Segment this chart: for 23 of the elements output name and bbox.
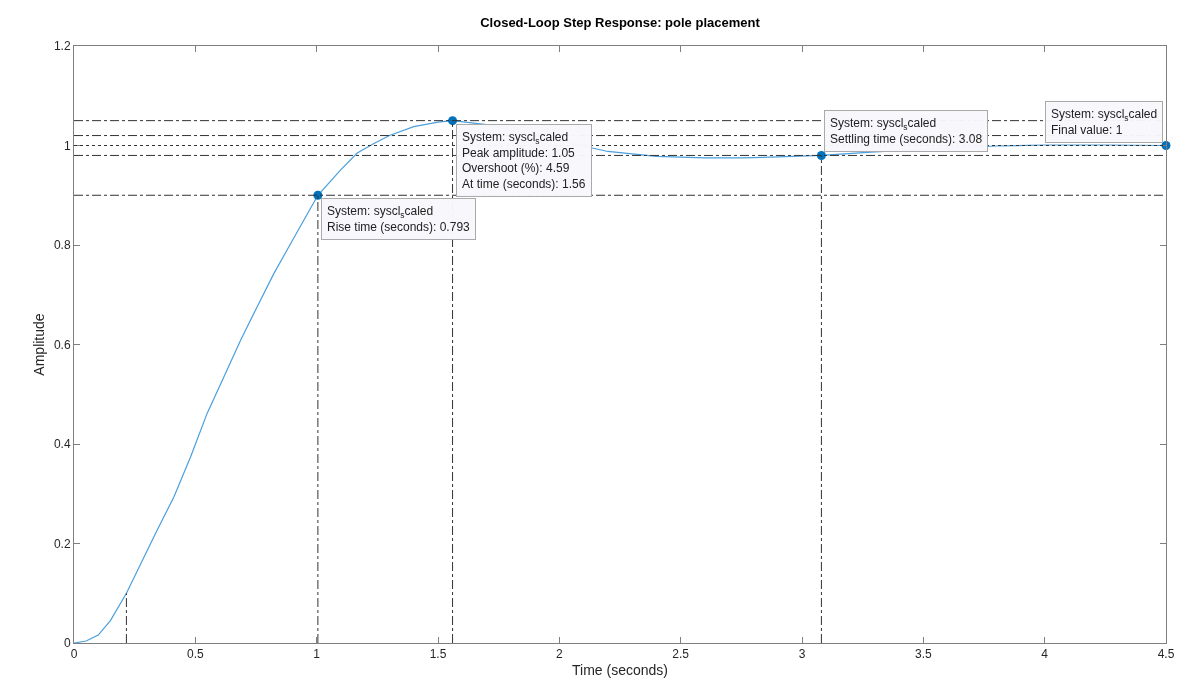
chart-title: Closed-Loop Step Response: pole placement — [480, 14, 761, 30]
annotation: System: syscl$_{s}$caled Rise time (seconds): 0.793 — [327, 204, 471, 234]
y-tick-label: 0 — [63, 636, 71, 651]
y-tick-label: 1.2 — [53, 39, 71, 54]
x-axis-title: Time (seconds) — [572, 661, 668, 678]
y-tick-label: 1 — [63, 138, 71, 153]
x-tick-label: 3.5 — [914, 647, 932, 662]
y-tick-label: 0.8 — [53, 238, 71, 253]
x-tick-label: 3 — [798, 647, 806, 662]
x-tick-label: 4 — [1041, 647, 1049, 662]
annotation: System: syscl$_{s}$caled Peak amplitude: 1.05 Overshoot (%): 4.59 At time (seconds): 1.56 — [462, 130, 586, 191]
y-axis-title: Amplitude — [30, 313, 47, 376]
x-tick-label: 0.5 — [186, 647, 204, 662]
x-tick-label: 1.5 — [429, 647, 447, 662]
annotation: System: syscl$_{s}$caled Settling time (seconds): 3.08 — [830, 116, 983, 146]
y-tick-label: 0.4 — [53, 437, 71, 452]
x-tick-label: 2 — [555, 647, 563, 662]
y-tick-label: 0.6 — [53, 337, 71, 352]
x-tick-label: 4.5 — [1157, 647, 1175, 662]
x-tick-label: 2.5 — [672, 647, 690, 662]
y-tick-label: 0.2 — [53, 536, 71, 551]
x-tick-label: 1 — [313, 647, 321, 662]
annotation: System: syscl$_{s}$caled Final value: 1 — [1051, 107, 1158, 137]
